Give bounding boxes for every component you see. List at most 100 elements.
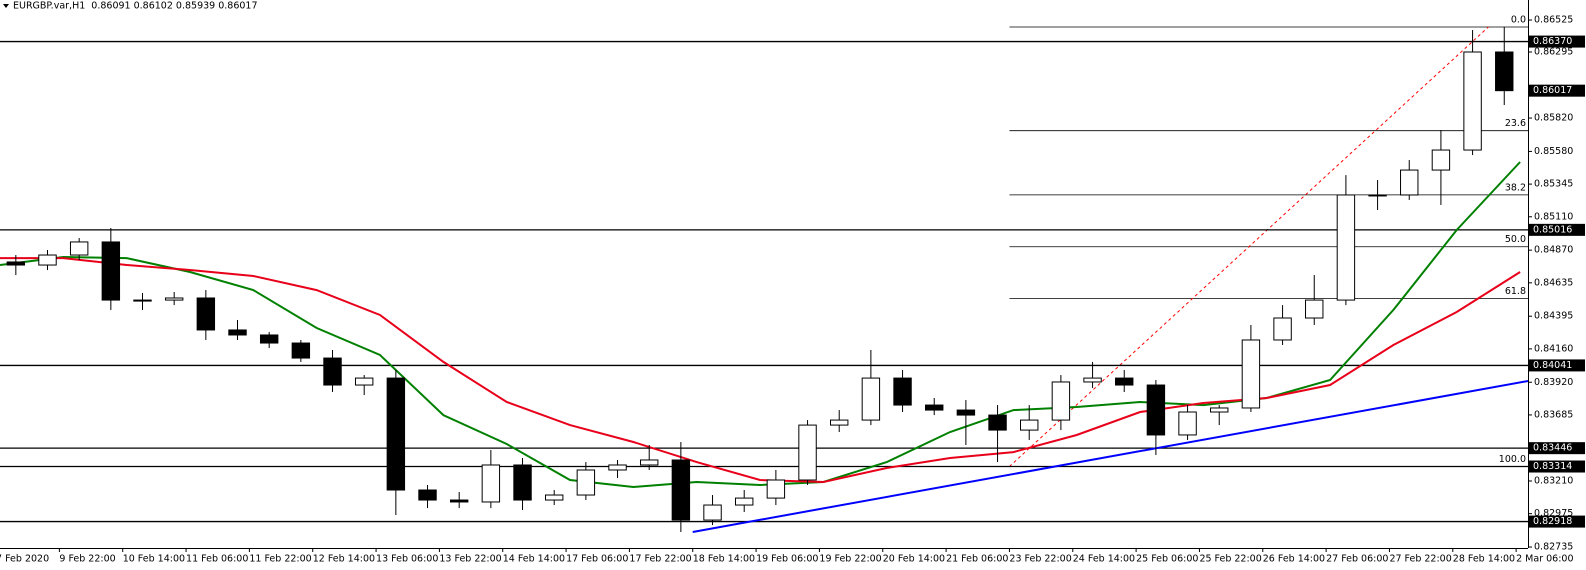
candle-body xyxy=(1020,419,1039,431)
chart-title: EURGBP.var,H1 0.86091 0.86102 0.85939 0.… xyxy=(13,1,258,12)
candle-body xyxy=(925,404,944,411)
moving-average xyxy=(0,257,1521,484)
x-tick-label: 13 Feb 06:00 xyxy=(376,554,438,565)
x-tick-label: 14 Feb 14:00 xyxy=(503,554,565,565)
y-tick-label: 0.86295 xyxy=(1534,47,1573,58)
x-tick-label: 11 Feb 22:00 xyxy=(249,554,311,565)
candle-body xyxy=(1368,194,1387,197)
x-tick-label: 28 Feb 14:00 xyxy=(1453,554,1515,565)
fib-label: 38.2 xyxy=(1505,182,1526,193)
x-tick-label: 13 Feb 22:00 xyxy=(439,554,501,565)
level-tag xyxy=(1529,223,1585,236)
candle-body xyxy=(291,342,311,359)
candle-body xyxy=(544,494,564,501)
y-tick-label: 0.83210 xyxy=(1534,475,1573,486)
level-tag xyxy=(1529,442,1585,455)
candle-body xyxy=(734,497,754,506)
level-label: 0.84041 xyxy=(1533,360,1572,371)
level-tag xyxy=(1529,359,1585,372)
level-label: 0.86370 xyxy=(1533,36,1572,47)
y-tick-label: 0.82975 xyxy=(1534,508,1573,519)
x-tick-label: 12 Feb 14:00 xyxy=(313,554,375,565)
candle-body xyxy=(69,241,89,256)
x-tick-label: 27 Feb 06:00 xyxy=(1326,554,1388,565)
x-tick-label: 24 Feb 14:00 xyxy=(1073,554,1135,565)
candle-body xyxy=(671,459,691,521)
level-label: 0.82918 xyxy=(1533,516,1572,527)
candle-body xyxy=(988,414,1007,431)
candle-body xyxy=(1463,51,1482,151)
candle-body xyxy=(1336,194,1356,301)
candle-body xyxy=(1431,149,1451,171)
candle-body xyxy=(956,409,976,416)
x-tick-label: 25 Feb 06:00 xyxy=(1136,554,1198,565)
candle-body xyxy=(259,334,279,344)
fib-trend xyxy=(1009,26,1489,467)
candle-body xyxy=(228,329,247,336)
candle-body xyxy=(1241,339,1261,409)
candle-body xyxy=(481,464,501,503)
x-tick-label: 17 Feb 06:00 xyxy=(566,554,628,565)
candle-body xyxy=(861,377,881,421)
candle-body xyxy=(449,499,469,503)
y-tick-label: 0.84635 xyxy=(1534,277,1573,288)
y-tick-label: 0.83685 xyxy=(1534,409,1573,420)
candle-body xyxy=(798,424,817,481)
candle-body xyxy=(1115,377,1134,386)
candle-body xyxy=(6,261,26,266)
x-tick-label: 9 Feb 22:00 xyxy=(59,554,115,565)
candle-body xyxy=(1051,381,1071,421)
candle-body xyxy=(1305,299,1324,319)
candle-body xyxy=(703,504,722,521)
candle-body xyxy=(133,299,152,302)
candle-body xyxy=(1178,411,1197,436)
menu-arrow xyxy=(3,4,9,8)
fib-label: 23.6 xyxy=(1505,118,1526,129)
price-tag xyxy=(1529,84,1585,97)
candle-body xyxy=(513,464,532,501)
fib-label: 50.0 xyxy=(1505,234,1526,245)
fib-label: 0.0 xyxy=(1511,14,1526,25)
candle-body xyxy=(101,241,121,301)
candle-body xyxy=(1273,317,1292,341)
y-tick-label: 0.85820 xyxy=(1534,113,1573,124)
x-tick-label: 19 Feb 06:00 xyxy=(756,554,818,565)
x-tick-label: 17 Feb 22:00 xyxy=(629,554,691,565)
candle-body xyxy=(893,377,912,406)
level-label: 0.85016 xyxy=(1533,224,1572,235)
y-tick-label: 0.84395 xyxy=(1534,311,1573,322)
candle-body xyxy=(354,377,374,386)
candle-body xyxy=(639,459,659,466)
candle-body xyxy=(1495,51,1514,92)
candle-body xyxy=(418,489,437,501)
candle-body xyxy=(38,254,57,266)
candle-body xyxy=(1400,169,1419,196)
y-tick-label: 0.82735 xyxy=(1534,542,1573,553)
candle-body xyxy=(323,357,342,386)
x-tick-label: 2 Mar 06:00 xyxy=(1516,554,1573,565)
candle-body xyxy=(766,479,786,499)
x-tick-label: 26 Feb 14:00 xyxy=(1263,554,1325,565)
y-tick-label: 0.86525 xyxy=(1534,15,1573,26)
x-tick-label: 20 Feb 14:00 xyxy=(883,554,945,565)
level-label: 0.83314 xyxy=(1533,461,1572,472)
level-tag xyxy=(1529,35,1585,48)
candle-body xyxy=(196,297,216,331)
y-tick-label: 0.85345 xyxy=(1534,179,1573,190)
x-tick-label: 7 Feb 2020 xyxy=(0,554,49,565)
y-tick-label: 0.85110 xyxy=(1534,211,1573,222)
candle-body xyxy=(386,377,406,491)
candle-body xyxy=(1146,384,1166,436)
y-tick-label: 0.85580 xyxy=(1534,146,1573,157)
x-tick-label: 25 Feb 22:00 xyxy=(1199,554,1261,565)
x-tick-label: 11 Feb 06:00 xyxy=(186,554,248,565)
level-tag xyxy=(1529,515,1585,528)
x-tick-label: 10 Feb 14:00 xyxy=(123,554,185,565)
candle-body xyxy=(1210,407,1229,413)
candle-body xyxy=(164,297,184,301)
fib-label: 61.8 xyxy=(1505,286,1526,297)
x-tick-label: 19 Feb 22:00 xyxy=(819,554,881,565)
